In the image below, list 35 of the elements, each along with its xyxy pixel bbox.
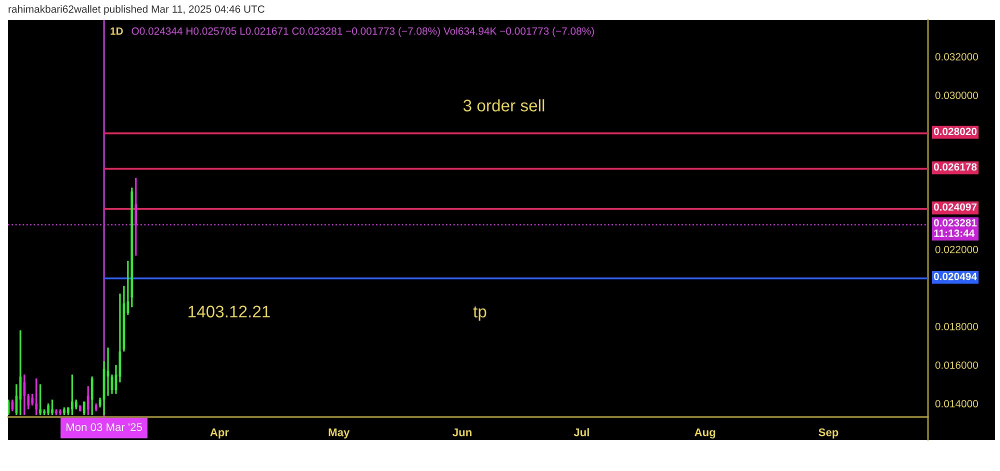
y-tick-label: 0.032000: [935, 53, 978, 60]
y-tick-label: 0.014000: [935, 400, 978, 408]
x-tick-label: Sep: [818, 428, 838, 438]
ref-line-label: 0.024097: [934, 203, 977, 211]
candlestick: [39, 383, 42, 416]
candlestick: [134, 177, 138, 257]
x-tick-label: Apr: [210, 428, 229, 438]
candlestick: [70, 374, 74, 416]
x-tick-label: Jul: [574, 428, 589, 436]
ref-line-label: 0.023281 11:13:44: [934, 219, 977, 237]
annotation: 3 order sell: [463, 99, 544, 112]
text: rahimakbari62wallet published Mar 11, 2025 04:46 UTC: [8, 5, 264, 15]
candlestick: [90, 376, 94, 416]
y-tick-label: 0.030000: [935, 92, 978, 100]
annotation: 1403.12.21: [188, 306, 270, 318]
ref-line-label: 0.020494: [934, 272, 977, 280]
candlestick: [23, 374, 26, 416]
text: 1D: [110, 28, 123, 35]
x-tick-label: Jun: [452, 428, 472, 436]
ref-line-label: 0.028020: [934, 128, 977, 136]
x-tick-label: May: [328, 428, 350, 438]
x-tick-label: Aug: [694, 428, 716, 438]
y-tick-label: 0.018000: [935, 322, 978, 330]
candlestick: [74, 398, 78, 410]
candlestick: [35, 378, 38, 416]
candlestick: [51, 398, 54, 416]
annotation: tp: [473, 306, 486, 321]
candlestick: [19, 329, 22, 416]
text: O0.024344 H0.025705 L0.021671 C0.023281 −0.001773 (−7.08%) Vol634.94K −0.001773 (−7.08%): [132, 27, 594, 37]
y-tick-label: 0.022000: [935, 246, 978, 254]
candlestick: [31, 393, 34, 406]
candlestick: [86, 385, 90, 416]
ref-line-label: 0.026178: [934, 163, 977, 171]
ref-line-label: Mon 03 Mar '25: [66, 423, 142, 432]
y-tick-label: 0.016000: [935, 361, 978, 369]
